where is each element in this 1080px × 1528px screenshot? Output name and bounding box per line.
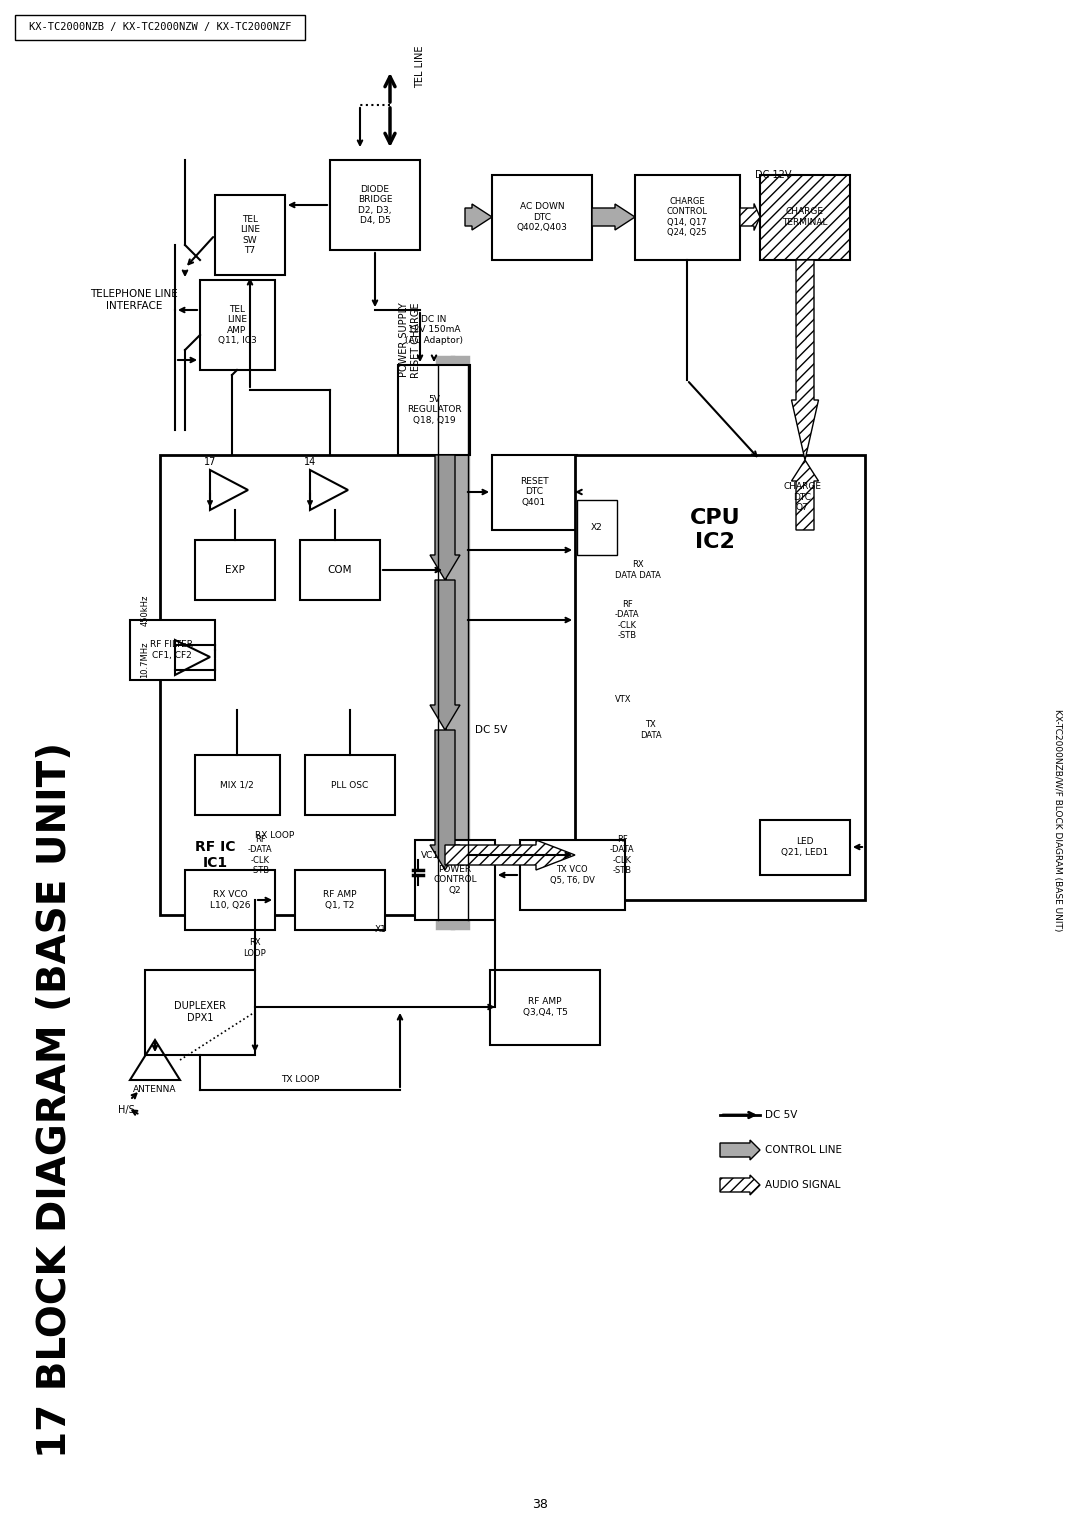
Text: RESET
DTC
Q401: RESET DTC Q401 [519,477,549,507]
Text: MIX 1/2: MIX 1/2 [220,781,254,790]
Text: RF
-DATA
-CLK
-STB: RF -DATA -CLK -STB [610,834,635,876]
Bar [195,539,275,601]
FancyArrow shape [720,1175,760,1195]
Bar [577,500,617,555]
Text: X2: X2 [591,523,603,532]
Text: RX LOOP: RX LOOP [255,831,295,839]
Text: RF
-DATA
-CLK
-STB: RF -DATA -CLK -STB [247,834,272,876]
Text: KX-TC2000NZB/W/F BLOCK DIAGRAM (BASE UNIT): KX-TC2000NZB/W/F BLOCK DIAGRAM (BASE UNI… [1053,709,1063,931]
Text: TX LOOP: TX LOOP [281,1076,320,1085]
Text: RX
DATA DATA: RX DATA DATA [615,561,661,579]
Text: H/S: H/S [118,1105,135,1115]
Text: 5V
REGULATOR
Q18, Q19: 5V REGULATOR Q18, Q19 [407,396,461,425]
Bar [185,869,275,931]
Text: 17 BLOCK DIAGRAM (BASE UNIT): 17 BLOCK DIAGRAM (BASE UNIT) [36,743,75,1458]
Bar [492,455,577,530]
Text: COM: COM [327,565,352,575]
Text: VTX: VTX [615,695,632,704]
Text: DC 5V: DC 5V [765,1109,797,1120]
Bar [295,869,384,931]
Text: TX VCO
Q5, T6, DV: TX VCO Q5, T6, DV [550,865,594,885]
FancyArrow shape [792,260,819,460]
FancyArrow shape [430,730,460,869]
Text: RX
LOOP: RX LOOP [244,938,267,958]
Text: DC IN
12V 150mA
(AC Adaptor): DC IN 12V 150mA (AC Adaptor) [405,315,463,345]
FancyArrow shape [445,840,575,869]
Text: AUDIO SIGNAL: AUDIO SIGNAL [765,1180,840,1190]
Bar [492,176,592,260]
Bar [145,970,255,1054]
Text: 38: 38 [532,1499,548,1511]
FancyArrow shape [430,581,460,730]
Text: RX VCO
L10, Q26: RX VCO L10, Q26 [210,891,251,909]
Text: RF IC
IC1: RF IC IC1 [195,840,235,869]
Bar [300,539,380,601]
FancyArrow shape [592,205,635,231]
Bar [760,821,850,876]
Text: TEL
LINE
AMP
Q11, IC3: TEL LINE AMP Q11, IC3 [218,306,256,345]
FancyArrow shape [430,455,460,581]
Text: 10.7MHz: 10.7MHz [140,642,149,678]
Text: TELEPHONE LINE
INTERFACE: TELEPHONE LINE INTERFACE [91,289,178,310]
Text: KX-TC2000NZB / KX-TC2000NZW / KX-TC2000NZF: KX-TC2000NZB / KX-TC2000NZW / KX-TC2000N… [29,21,292,32]
Text: 14: 14 [303,457,316,468]
Text: PLL OSC: PLL OSC [332,781,368,790]
Bar [760,176,850,260]
Text: VC1: VC1 [421,851,440,859]
Bar [160,455,445,915]
Text: 450kHz: 450kHz [140,594,149,625]
Text: POWER SUPPLY
RESET CHARGE: POWER SUPPLY RESET CHARGE [400,303,421,377]
Text: DC 12V: DC 12V [755,170,792,180]
Text: AC DOWN
DTC
Q402,Q403: AC DOWN DTC Q402,Q403 [516,202,567,232]
Bar [15,15,305,40]
Bar [305,755,395,814]
Bar [635,176,740,260]
Text: TEL
LINE
SW
T7: TEL LINE SW T7 [240,215,260,255]
Text: RF FILTER
CF1, CF2: RF FILTER CF1, CF2 [150,640,193,660]
FancyArrow shape [740,203,760,231]
Text: POWER
CONTROL
Q2: POWER CONTROL Q2 [433,865,476,895]
Text: CHARGE
TERMINAL: CHARGE TERMINAL [782,208,827,226]
Text: DIODE
BRIDGE
D2, D3,
D4, D5: DIODE BRIDGE D2, D3, D4, D5 [357,185,392,225]
Bar [130,620,215,680]
Bar [519,840,625,911]
Bar [415,840,495,920]
Text: DUPLEXER
DPX1: DUPLEXER DPX1 [174,1001,226,1022]
FancyArrow shape [465,205,492,231]
Text: 17: 17 [204,457,216,468]
Text: TEL LINE: TEL LINE [415,46,426,89]
Bar [215,196,285,275]
Text: CONTROL LINE: CONTROL LINE [765,1144,842,1155]
Bar [575,455,865,900]
Text: RF AMP
Q1, T2: RF AMP Q1, T2 [323,891,356,909]
Bar [399,365,470,455]
Text: RF
-DATA
-CLK
-STB: RF -DATA -CLK -STB [615,601,639,640]
Bar [760,460,845,535]
Bar [200,280,275,370]
Text: CPU
IC2: CPU IC2 [690,509,740,552]
Bar [490,970,600,1045]
Text: DC 5V: DC 5V [475,724,508,735]
Text: TX
DATA: TX DATA [640,720,662,740]
Text: LED
Q21, LED1: LED Q21, LED1 [781,837,828,857]
Text: CHARGE
DTC
Q7: CHARGE DTC Q7 [783,483,821,512]
Text: CHARGE
CONTROL
Q14, Q17
Q24, Q25: CHARGE CONTROL Q14, Q17 Q24, Q25 [666,197,707,237]
Text: RF AMP
Q3,Q4, T5: RF AMP Q3,Q4, T5 [523,998,567,1016]
FancyArrow shape [792,460,819,530]
Bar [330,160,420,251]
Text: X1: X1 [375,926,387,935]
Text: ANTENNA: ANTENNA [133,1085,177,1094]
Text: EXP: EXP [225,565,245,575]
Bar [195,755,280,814]
FancyArrow shape [720,1140,760,1160]
